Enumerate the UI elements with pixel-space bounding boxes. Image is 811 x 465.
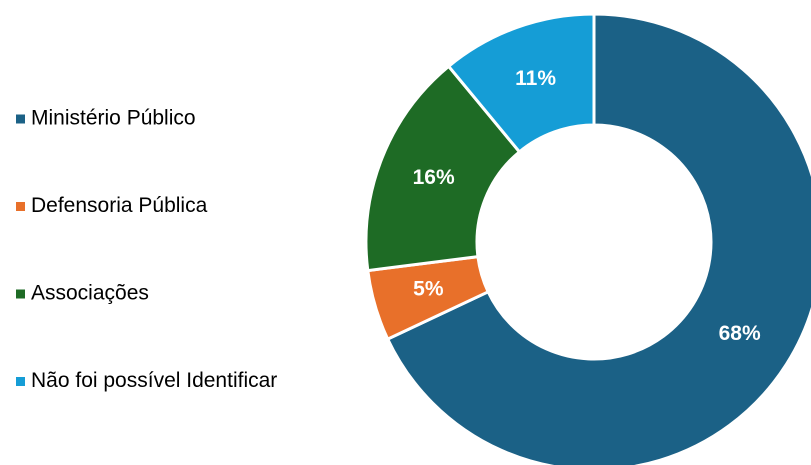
donut-slice: [364, 64, 522, 273]
value-label: 11%: [515, 67, 556, 90]
value-label: 16%: [413, 166, 455, 189]
value-label: 5%: [413, 278, 444, 301]
donut-slice: [446, 12, 596, 154]
legend-swatch: [16, 377, 25, 386]
legend-label: Ministério Público: [31, 107, 196, 130]
legend-swatch: [16, 114, 25, 124]
legend-label: Associações: [31, 282, 149, 305]
value-label: 68%: [719, 322, 761, 345]
legend-label: Não foi possível Identificar: [31, 369, 277, 392]
legend-swatch: [16, 289, 25, 299]
legend-swatch: [16, 202, 25, 211]
legend-label: Defensoria Pública: [31, 194, 208, 217]
donut-slice: [385, 12, 811, 465]
